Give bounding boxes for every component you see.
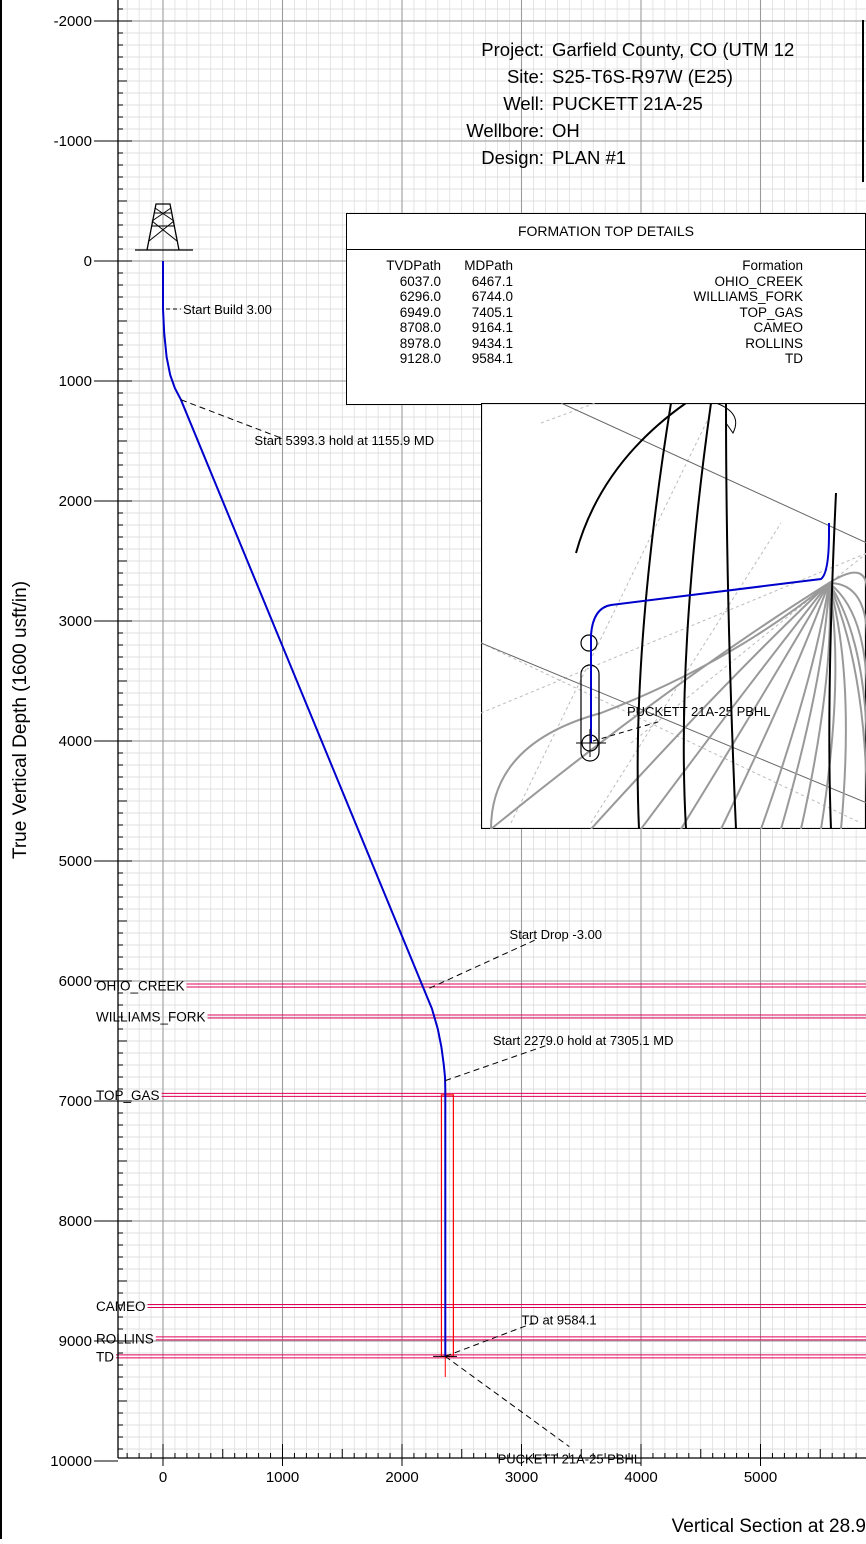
inset-wellpath [590,523,830,743]
col-formation: Formation [742,258,803,273]
table-row: 8708.0 9164.1 CAMEO [399,320,803,335]
x-axis-label: Vertical Section at 28.9 [672,1516,866,1537]
formation-label: ROLLINS [96,1331,154,1346]
inset-frame [481,403,866,829]
y-axis-label: True Vertical Depth (1600 usft/in) [10,581,31,859]
annotation-td: TD at 9584.1 [522,1312,597,1327]
y-tick-label: 7000 [59,1093,92,1110]
y-tick-label: 9000 [59,1333,92,1350]
formation-label: TOP_GAS [96,1088,160,1103]
inset-label-leader [592,720,662,742]
x-tick-label: 4000 [624,1469,657,1486]
offset-well-path [760,582,830,829]
y-tick-label: 8000 [59,1213,92,1230]
offset-well-path [640,582,830,829]
formation-table-title: FORMATION TOP DETAILS [347,214,865,250]
y-tick-label: 3000 [59,613,92,630]
table-row: 9128.0 9584.1 TD [399,351,803,366]
table-row: 6949.0 7405.1 TOP_GAS [399,304,803,320]
table-row: 8978.0 9434.1 ROLLINS [399,335,803,351]
project-header: Project: Garfield County, CO (UTM 12 Site… [440,36,794,171]
y-tick-label: 1000 [59,373,92,390]
wellbore-row: Wellbore: OH [466,120,580,141]
annotation-start-build: Start Build 3.00 [183,302,272,317]
annotation-leader [444,1355,570,1448]
inset-section-line [560,403,866,544]
col-mdpath: MDPath [464,258,513,273]
offset-well-path [720,582,830,829]
offset-well-path [490,582,830,829]
x-tick-label: 1000 [266,1469,299,1486]
nearby-well-path [682,403,712,829]
offset-well-path [590,582,830,829]
offset-well-path [828,582,866,763]
annotation-start-hold: Start 5393.3 hold at 1155.9 MD [254,433,434,448]
y-tick-label: 6000 [59,973,92,990]
annotation-start-drop: Start Drop -3.00 [510,927,603,942]
offset-well-path [828,582,866,822]
y-tick-label: 5000 [59,853,92,870]
rig-derrick [146,203,180,251]
offset-well-path [780,582,830,829]
project-row: Project: Garfield County, CO (UTM 12 [481,39,795,60]
offset-well-path [800,582,831,829]
x-tick-label: 0 [159,1469,167,1486]
plan-view-inset: PUCKETT 21A-25 PBHL [481,403,866,829]
x-tick-label: 3000 [505,1469,538,1486]
y-tick-label: 4000 [59,733,92,750]
col-tvdpath: TVDPath [386,258,441,273]
offset-well-path [828,582,866,703]
x-tick-label: 5000 [744,1469,777,1486]
formation-top-details: FORMATION TOP DETAILS TVDPath MDPath For… [346,213,866,405]
table-row: 6037.0 6467.1 OHIO_CREEK [399,273,803,289]
annotation-start-hold-2: Start 2279.0 hold at 7305.1 MD [493,1033,674,1048]
offset-well-path [828,571,866,593]
nearby-well-path [725,403,737,829]
y-tick-label: 10000 [50,1453,92,1470]
nearby-well-path [575,403,687,554]
inset-grid-line [510,412,712,824]
inset-grid-line [590,522,782,824]
annotation-leader [445,1322,534,1357]
frame-edge [862,20,864,182]
offset-well-path [828,582,866,643]
inset-grid-line [481,642,862,824]
annotation-leader [180,399,283,440]
nearby-well-path [828,492,837,829]
offset-well-path [828,582,847,829]
design-row: Design: PLAN #1 [481,147,627,168]
y-tick-label: 2000 [59,493,92,510]
formation-table: TVDPath MDPath Formation 6037.0 6467.1 OHI… [373,258,803,367]
offset-well-path [680,582,830,829]
site-row: Site: S25-T6S-R97W (E25) [506,66,733,87]
inset-grid-line [481,552,866,714]
offset-well-path [490,582,830,829]
inset-section-line [481,642,866,804]
nearby-well-path [636,403,672,829]
annotation-leader [445,1045,546,1082]
well-row: Well: PUCKETT 21A-25 [503,93,703,114]
table-row: 6296.0 6744.0 WILLIAMS_FORK [399,289,803,304]
formation-label: WILLIAMS_FORK [96,1010,206,1025]
wellpath-line [162,261,447,1357]
x-tick-label: 2000 [385,1469,418,1486]
inset-pbhl-label: PUCKETT 21A-25 PBHL [627,704,771,719]
y-tick-label: -2000 [54,13,92,30]
target-marker [580,634,598,652]
formation-label: CAMEO [96,1299,146,1314]
y-tick-label: 0 [84,253,92,270]
rig-bracing [148,207,178,242]
y-tick-label: -1000 [54,133,92,150]
nearby-well-path [715,403,737,434]
formation-label: TD [96,1349,114,1364]
